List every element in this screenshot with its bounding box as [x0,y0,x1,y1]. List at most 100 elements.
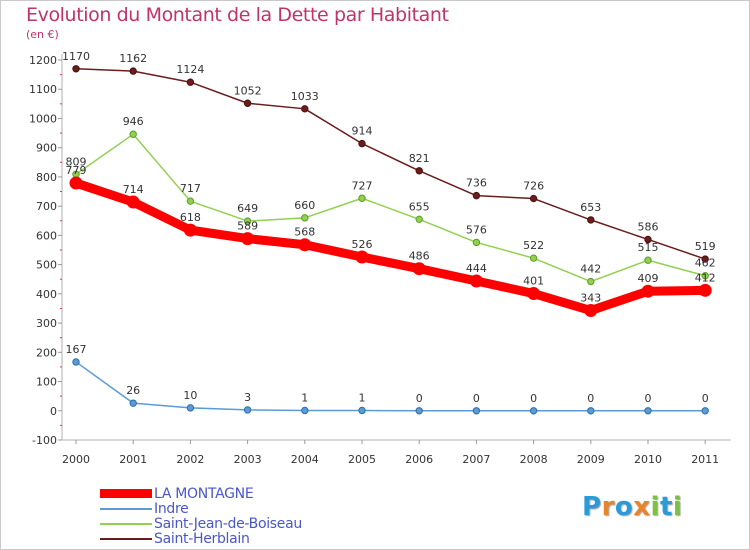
data-label-la-montagne: 343 [580,292,601,305]
data-label-saint-herblain: 736 [466,177,487,190]
legend-item-la-montagne: LA MONTAGNE [100,485,302,502]
data-point-saint-herblain [72,65,80,73]
data-point-saint-jean-de-boiseau [529,254,538,262]
x-tick-label: 2007 [462,453,490,466]
data-point-indre [358,406,366,415]
data-point-saint-jean-de-boiseau [301,214,309,222]
logo-letter: o [614,492,634,522]
y-tick-label: 1000 [29,112,57,125]
y-tick-label: 400 [36,288,57,301]
x-tick-label: 2011 [691,453,719,466]
data-label-la-montagne: 486 [409,250,430,263]
x-tick-label: 2009 [577,453,605,466]
logo-letter: x [633,492,651,522]
data-label-saint-jean-de-boiseau: 946 [123,115,144,128]
data-point-indre [243,406,252,414]
logo-letter: i [650,492,660,522]
data-point-saint-herblain [243,99,252,107]
data-point-la-montagne [527,287,541,301]
data-point-indre [701,407,709,415]
data-point-la-montagne [241,232,255,246]
data-point-la-montagne [298,238,312,252]
data-label-la-montagne: 444 [466,262,487,275]
data-label-saint-herblain: 1124 [176,63,204,76]
legend-item-saint-herblain: Saint-Herblain [100,530,302,547]
logo-letter: r [601,492,615,522]
data-point-indre [472,407,481,415]
data-point-la-montagne [126,195,140,209]
data-point-la-montagne [183,223,197,237]
data-point-la-montagne [469,274,483,288]
y-tick-label: 300 [36,317,57,330]
data-point-saint-herblain [129,67,137,75]
data-label-saint-jean-de-boiseau: 462 [695,257,716,270]
data-label-saint-herblain: 653 [580,201,601,214]
data-point-indre [72,358,80,366]
data-point-la-montagne [641,284,655,298]
x-tick-label: 2004 [291,453,319,466]
data-label-saint-jean-de-boiseau: 576 [466,223,487,236]
logo-letter: i [672,492,683,522]
legend-label: Saint-Jean-de-Boiseau [154,515,302,532]
chart-title: Evolution du Montant de la Dette par Hab… [26,4,449,26]
y-tick-label: 700 [36,200,57,213]
data-point-indre [644,407,652,415]
data-label-saint-jean-de-boiseau: 727 [352,179,373,192]
data-label-indre: 1 [301,391,308,404]
data-point-saint-herblain [587,216,595,224]
data-label-la-montagne: 409 [638,272,659,285]
data-label-saint-herblain: 1052 [234,84,262,97]
data-point-indre [129,399,137,407]
y-tick-label: 100 [36,376,57,389]
data-point-saint-herblain [358,139,366,148]
data-label-saint-jean-de-boiseau: 515 [638,241,659,254]
data-point-saint-jean-de-boiseau [644,256,652,264]
data-label-saint-herblain: 726 [523,180,544,193]
data-point-indre [415,407,423,415]
data-label-saint-jean-de-boiseau: 649 [237,202,258,215]
legend-item-indre: Indre [100,500,302,517]
legend-item-saint-jean-de-boiseau: Saint-Jean-de-Boiseau [100,515,302,532]
data-point-saint-jean-de-boiseau [243,217,252,225]
series-line-saint-jean-de-boiseau [75,133,706,283]
y-tick-label: 1100 [29,83,57,96]
data-label-la-montagne: 589 [237,220,258,233]
legend-label: Indre [154,500,189,517]
data-point-saint-jean-de-boiseau [358,194,366,202]
x-tick-label: 2005 [348,453,376,466]
data-point-saint-herblain [529,194,538,203]
data-label-saint-herblain: 1170 [62,50,90,63]
x-tick-label: 2006 [405,453,433,466]
data-label-saint-herblain: 821 [409,152,430,165]
data-label-saint-herblain: 1033 [291,90,319,103]
data-point-saint-herblain [472,191,481,200]
data-point-saint-jean-de-boiseau [587,277,595,286]
data-label-la-montagne: 412 [695,271,716,284]
x-tick-label: 2003 [234,453,262,466]
legend-swatch [100,489,152,498]
data-point-saint-herblain [301,105,309,113]
data-label-indre: 10 [183,389,197,402]
data-label-saint-herblain: 519 [695,240,716,253]
x-tick-label: 2000 [62,453,90,466]
data-label-la-montagne: 618 [180,211,201,224]
legend-label: Saint-Herblain [154,530,250,547]
y-tick-label: 0 [50,405,57,418]
data-label-indre: 0 [416,392,423,405]
legend: LA MONTAGNE Indre Saint-Jean-de-Boiseau … [100,485,302,547]
data-label-la-montagne: 526 [352,238,373,251]
data-label-la-montagne: 779 [66,164,87,177]
data-label-la-montagne: 714 [123,183,144,196]
y-tick-label: -100 [32,434,57,447]
data-label-indre: 0 [702,392,709,405]
unit-label: (en €) [26,28,59,41]
legend-label: LA MONTAGNE [154,485,254,502]
logo-letter: P [582,492,602,522]
data-label-saint-jean-de-boiseau: 522 [523,239,544,252]
x-tick-label: 2008 [520,453,548,466]
data-label-la-montagne: 568 [294,226,315,239]
series-line-la-montagne [71,178,710,316]
y-tick-label: 600 [36,229,57,242]
data-point-saint-herblain [415,167,423,175]
